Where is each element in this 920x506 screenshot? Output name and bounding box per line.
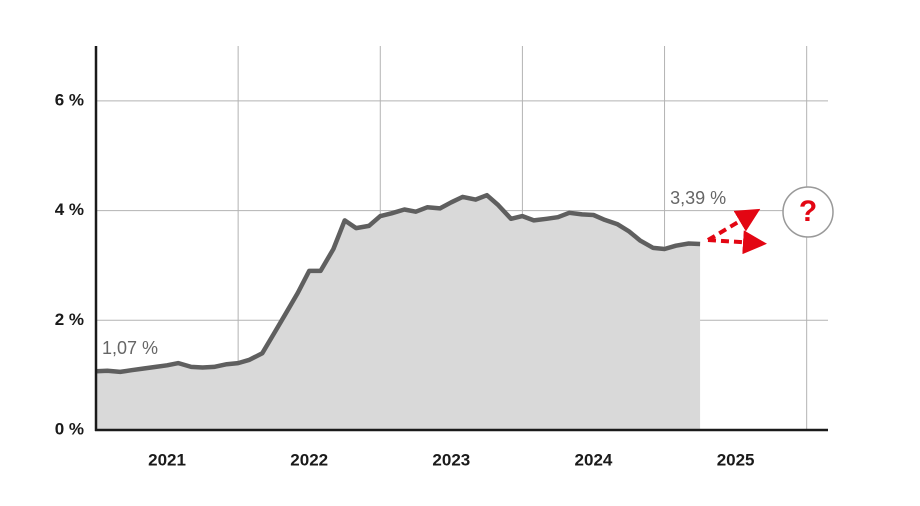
x-tick-label: 2024 (575, 450, 613, 469)
x-tick-label: 2023 (432, 450, 470, 469)
question-mark: ? (799, 195, 817, 228)
trend-arrow-up (706, 208, 761, 242)
y-tick-label: 4 % (55, 200, 84, 219)
y-tick-label: 0 % (55, 419, 84, 438)
plot: 1,07 % 3,39 % (94, 46, 828, 432)
x-tick-label: 2021 (148, 450, 186, 469)
value-label: 1,07 % (102, 338, 158, 358)
line (95, 192, 701, 375)
question-circle (782, 186, 834, 238)
area (96, 195, 701, 430)
x-tick-label: 2025 (717, 450, 755, 469)
y-tick-label: 2 % (55, 310, 84, 329)
x-tick-label: 2022 (290, 450, 328, 469)
y-tick-label: 6 % (55, 90, 84, 109)
trend-arrow-flat (707, 230, 767, 255)
value-label: 3,39 % (670, 188, 726, 208)
